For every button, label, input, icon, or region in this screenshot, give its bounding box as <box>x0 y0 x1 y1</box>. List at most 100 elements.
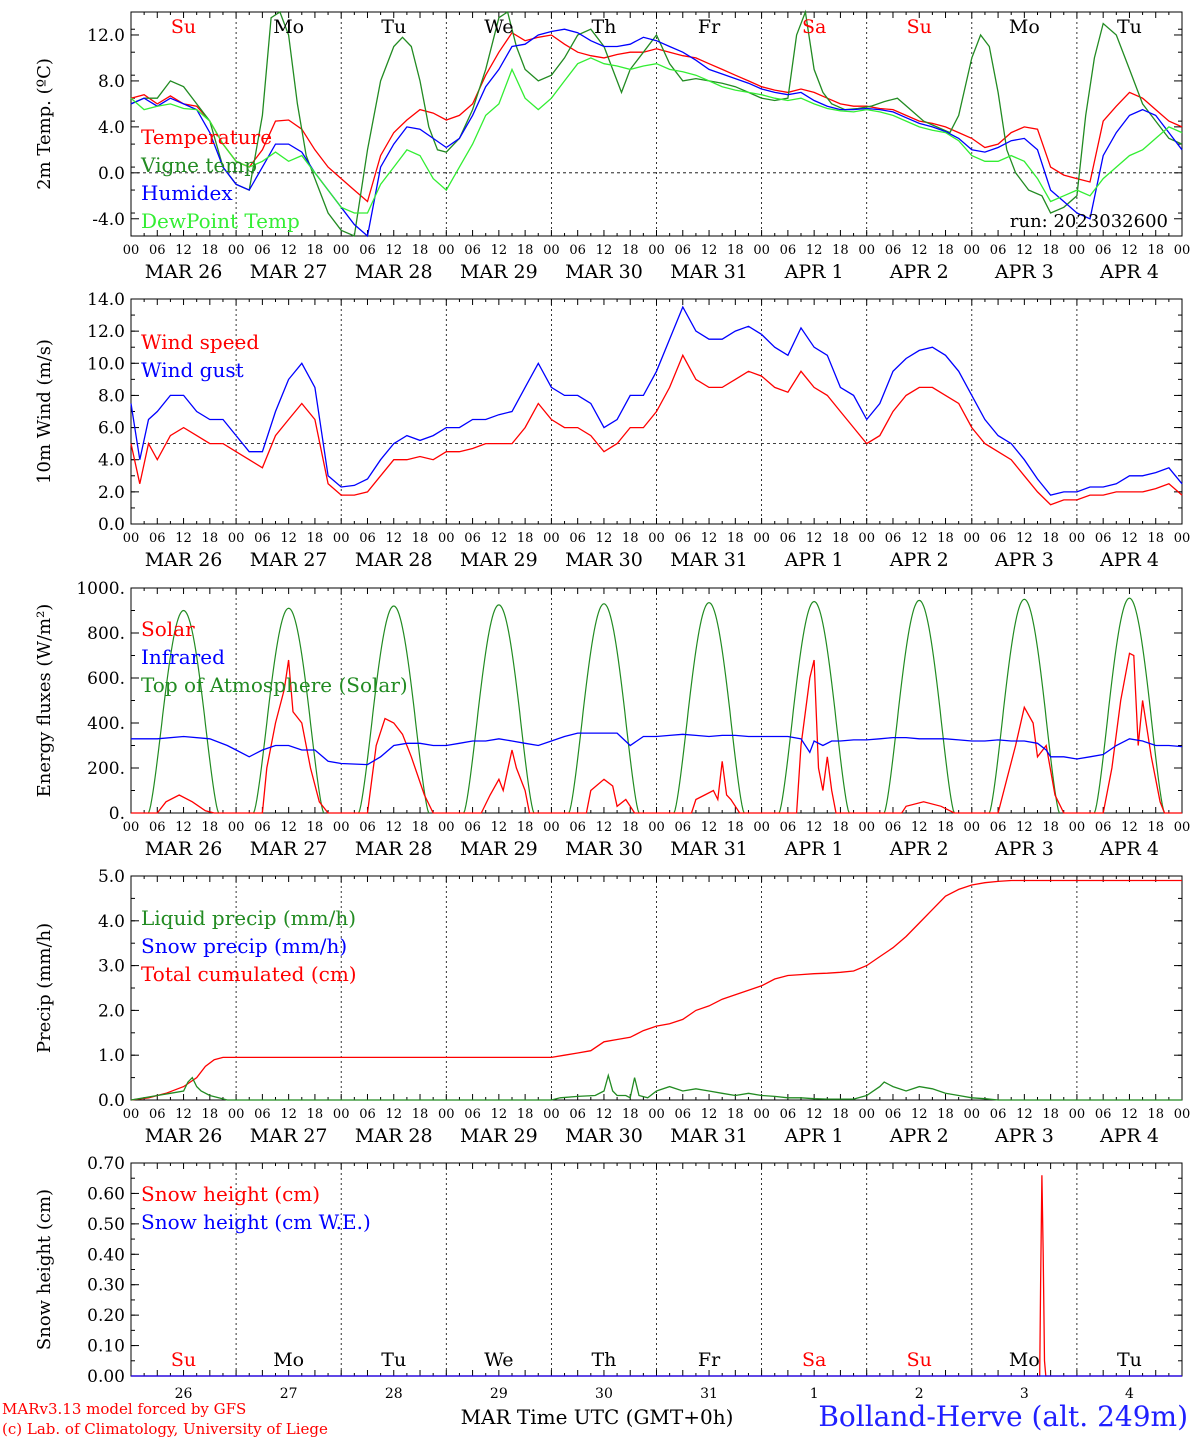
precip-hour-label: 00 <box>1174 1107 1191 1122</box>
wind-hour-label: 18 <box>937 531 954 546</box>
temp-legend-entry: Temperature <box>141 125 272 149</box>
precip-hour-label: 06 <box>990 1107 1007 1122</box>
temp-hour-label: 00 <box>648 243 665 258</box>
temp-date-label: APR 4 <box>1099 261 1159 283</box>
precip-hour-label: 06 <box>1095 1107 1112 1122</box>
wind-date-label: MAR 27 <box>250 549 328 571</box>
wind-date-label: APR 1 <box>784 549 844 571</box>
energy-legend-entry: Solar <box>141 617 195 641</box>
temp-date-label: MAR 30 <box>565 261 643 283</box>
lab-credit-text: (c) Lab. of Climatology, University of L… <box>2 1420 328 1438</box>
energy-y-tick-label: 200. <box>87 759 125 779</box>
wind-y-tick-label: 0.0 <box>98 515 125 535</box>
temp-hour-label: 18 <box>412 243 429 258</box>
wind-y-tick-label: 8.0 <box>98 386 125 406</box>
precip-hour-label: 00 <box>648 1107 665 1122</box>
energy-hour-label: 00 <box>438 820 455 835</box>
energy-date-label: MAR 28 <box>355 838 433 860</box>
temp-hour-label: 18 <box>1042 243 1059 258</box>
wind-hour-label: 18 <box>1147 531 1164 546</box>
precip-hour-label: 18 <box>1042 1107 1059 1122</box>
temp-hour-label: 00 <box>1174 243 1191 258</box>
temp-hour-label: 06 <box>675 243 692 258</box>
precip-date-label: MAR 26 <box>145 1125 223 1147</box>
precip-legend-entry: Liquid precip (mm/h) <box>141 906 356 930</box>
temp-hour-label: 12 <box>701 243 718 258</box>
precip-hour-label: 18 <box>307 1107 324 1122</box>
wind-y-axis-title: 10m Wind (m/s) <box>34 339 55 484</box>
energy-hour-label: 00 <box>333 820 350 835</box>
energy-date-label: APR 2 <box>889 838 949 860</box>
weekday-label-bottom: Mo <box>273 1349 304 1371</box>
energy-hour-label: 00 <box>858 820 875 835</box>
temp-hour-label: 12 <box>1016 243 1033 258</box>
energy-hour-label: 18 <box>1042 820 1059 835</box>
weekday-label-bottom: Th <box>591 1349 616 1371</box>
snow-y-tick-label: 0.60 <box>87 1184 125 1204</box>
precip-hour-label: 00 <box>333 1107 350 1122</box>
temp-hour-label: 18 <box>1147 243 1164 258</box>
energy-hour-label: 12 <box>701 820 718 835</box>
energy-hour-label: 06 <box>254 820 271 835</box>
energy-series-infrared <box>131 732 1183 766</box>
weekday-label-top: We <box>484 16 513 38</box>
temp-hour-label: 12 <box>806 243 823 258</box>
precip-hour-label: 00 <box>858 1107 875 1122</box>
precip-hour-label: 00 <box>543 1107 560 1122</box>
temp-hour-label: 12 <box>385 243 402 258</box>
snow-y-tick-label: 0.70 <box>87 1154 125 1174</box>
precip-y-tick-label: 4.0 <box>98 912 125 932</box>
temp-hour-label: 18 <box>202 243 219 258</box>
precip-date-label: APR 2 <box>889 1125 949 1147</box>
day-number-label: 30 <box>595 1386 613 1402</box>
toa-solar-day-curve <box>778 600 850 814</box>
weekday-label-bottom: We <box>484 1349 513 1371</box>
temp-hour-label: 18 <box>727 243 744 258</box>
toa-solar-day-curve <box>147 609 220 814</box>
precip-hour-label: 12 <box>911 1107 928 1122</box>
temp-hour-label: 06 <box>464 243 481 258</box>
x-axis-title: MAR Time UTC (GMT+0h) <box>0 1405 1194 1429</box>
weekday-label-top: Tu <box>1117 16 1142 38</box>
weekday-label-top: Tu <box>381 16 406 38</box>
day-number-label: 27 <box>280 1386 298 1402</box>
wind-hour-label: 06 <box>254 531 271 546</box>
precip-hour-label: 12 <box>385 1107 402 1122</box>
energy-hour-label: 06 <box>780 820 797 835</box>
wind-hour-label: 12 <box>596 531 613 546</box>
wind-hour-label: 12 <box>385 531 402 546</box>
precip-hour-label: 06 <box>464 1107 481 1122</box>
temp-y-tick-label: 12.0 <box>87 26 125 46</box>
wind-hour-label: 00 <box>858 531 875 546</box>
temp-hour-label: 00 <box>753 243 770 258</box>
precip-hour-label: 12 <box>280 1107 297 1122</box>
energy-date-label: APR 4 <box>1099 838 1159 860</box>
wind-hour-label: 06 <box>780 531 797 546</box>
wind-y-tick-label: 12.0 <box>87 322 125 342</box>
precip-hour-label: 12 <box>1121 1107 1138 1122</box>
wind-date-label: MAR 28 <box>355 549 433 571</box>
wind-hour-label: 12 <box>1016 531 1033 546</box>
toa-solar-day-curve <box>358 605 430 814</box>
energy-hour-label: 12 <box>806 820 823 835</box>
energy-hour-label: 06 <box>464 820 481 835</box>
precip-y-tick-label: 0.0 <box>98 1091 125 1111</box>
weekday-label-top: Fr <box>698 16 721 38</box>
energy-hour-label: 06 <box>990 820 1007 835</box>
wind-hour-label: 12 <box>911 531 928 546</box>
temp-date-label: MAR 27 <box>250 261 328 283</box>
precip-hour-label: 18 <box>727 1107 744 1122</box>
temp-date-label: MAR 31 <box>670 261 748 283</box>
temp-hour-label: 12 <box>175 243 192 258</box>
wind-hour-label: 06 <box>464 531 481 546</box>
precip-hour-label: 06 <box>885 1107 902 1122</box>
energy-hour-label: 06 <box>359 820 376 835</box>
precip-date-label: APR 3 <box>994 1125 1054 1147</box>
station-name: Bolland-Herve (alt. 249m) <box>818 1400 1188 1433</box>
time-axis-label: Time UTC (GMT+0h) <box>516 1405 734 1429</box>
wind-hour-label: 06 <box>149 531 166 546</box>
day-number-label: 31 <box>700 1386 718 1402</box>
energy-hour-label: 18 <box>937 820 954 835</box>
wind-hour-label: 18 <box>622 531 639 546</box>
